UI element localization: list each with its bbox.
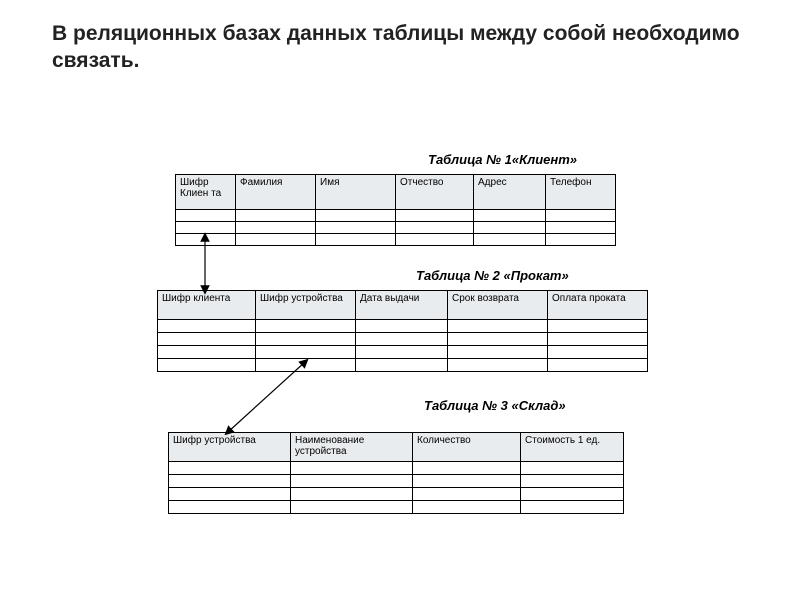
- table-cell: [236, 222, 316, 234]
- table-cell: [316, 210, 396, 222]
- table-cell: [291, 488, 413, 501]
- table-cell: [291, 475, 413, 488]
- table-cell: [291, 462, 413, 475]
- table-cell: [236, 210, 316, 222]
- table-cell: [396, 234, 474, 246]
- table-cell: [546, 210, 616, 222]
- table-cell: [356, 333, 448, 346]
- page-title: В реляционных базах данных таблицы между…: [52, 20, 748, 75]
- table-cell: [413, 501, 521, 514]
- column-header: Шифр клиента: [158, 291, 256, 320]
- table-cell: [256, 346, 356, 359]
- table-cell: [521, 488, 624, 501]
- table-cell: [548, 320, 648, 333]
- table-cell: [521, 501, 624, 514]
- table-cell: [169, 475, 291, 488]
- table-cell: [448, 346, 548, 359]
- table-cell: [169, 488, 291, 501]
- column-header: Дата выдачи: [356, 291, 448, 320]
- table-cell: [521, 462, 624, 475]
- table-warehouse: Шифр устройстваНаименование устройстваКо…: [168, 432, 624, 514]
- column-header: Шифр Клиен та: [176, 175, 236, 210]
- column-header: Шифр устройства: [169, 433, 291, 462]
- table-cell: [316, 234, 396, 246]
- column-header: Наименование устройства: [291, 433, 413, 462]
- table-cell: [356, 346, 448, 359]
- table1-caption: Таблица № 1«Клиент»: [428, 152, 577, 167]
- table-cell: [548, 359, 648, 372]
- table-row: [176, 222, 616, 234]
- table-row: [158, 320, 648, 333]
- table-cell: [356, 359, 448, 372]
- table-cell: [158, 359, 256, 372]
- table-row: [158, 346, 648, 359]
- table-cell: [413, 475, 521, 488]
- table-cell: [474, 210, 546, 222]
- table2-caption: Таблица № 2 «Прокат»: [416, 268, 569, 283]
- column-header: Шифр устройства: [256, 291, 356, 320]
- column-header: Срок возврата: [448, 291, 548, 320]
- column-header: Телефон: [546, 175, 616, 210]
- table-cell: [158, 333, 256, 346]
- table-cell: [474, 234, 546, 246]
- table-cell: [316, 222, 396, 234]
- column-header: Стоимость 1 ед.: [521, 433, 624, 462]
- column-header: Фамилия: [236, 175, 316, 210]
- table-row: [158, 333, 648, 346]
- table-cell: [448, 333, 548, 346]
- table-cell: [236, 234, 316, 246]
- table-cell: [474, 222, 546, 234]
- table-cell: [413, 462, 521, 475]
- table-row: [176, 234, 616, 246]
- column-header: Оплата проката: [548, 291, 648, 320]
- table-cell: [176, 210, 236, 222]
- table-cell: [548, 346, 648, 359]
- table-row: [169, 501, 624, 514]
- table-cell: [169, 501, 291, 514]
- table-cell: [546, 234, 616, 246]
- table-cell: [256, 320, 356, 333]
- table-row: [169, 488, 624, 501]
- table-cell: [256, 359, 356, 372]
- table-cell: [548, 333, 648, 346]
- relation-arrow: [228, 362, 305, 432]
- table-cell: [521, 475, 624, 488]
- table-cell: [176, 234, 236, 246]
- table-row: [158, 359, 648, 372]
- table-client: Шифр Клиен таФамилияИмяОтчествоАдресТеле…: [175, 174, 616, 246]
- table-row: [169, 475, 624, 488]
- table-cell: [356, 320, 448, 333]
- table-cell: [396, 210, 474, 222]
- table-cell: [448, 359, 548, 372]
- table-cell: [176, 222, 236, 234]
- table-row: [176, 210, 616, 222]
- table-cell: [413, 488, 521, 501]
- table-rental: Шифр клиентаШифр устройстваДата выдачиСр…: [157, 290, 648, 372]
- table-cell: [158, 346, 256, 359]
- column-header: Количество: [413, 433, 521, 462]
- table-cell: [256, 333, 356, 346]
- table3-caption: Таблица № 3 «Склад»: [424, 398, 566, 413]
- table-cell: [169, 462, 291, 475]
- table-cell: [448, 320, 548, 333]
- column-header: Адрес: [474, 175, 546, 210]
- column-header: Отчество: [396, 175, 474, 210]
- table-cell: [546, 222, 616, 234]
- table-cell: [291, 501, 413, 514]
- table-cell: [158, 320, 256, 333]
- column-header: Имя: [316, 175, 396, 210]
- table-cell: [396, 222, 474, 234]
- table-row: [169, 462, 624, 475]
